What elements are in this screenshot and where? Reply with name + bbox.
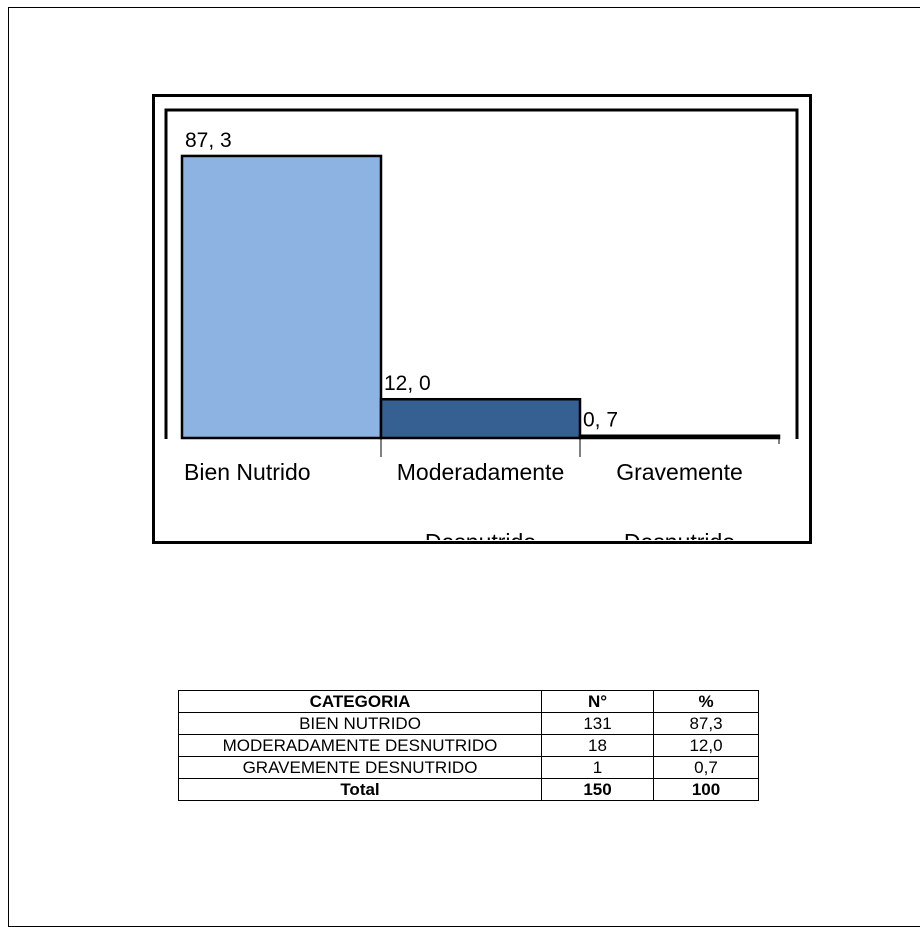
table-row: BIEN NUTRIDO 131 87,3 [178,712,759,735]
table-header-categoria: CATEGORIA [178,690,542,713]
table-cell-categoria: GRAVEMENTE DESNUTRIDO [178,756,542,779]
plot-area-border [164,108,799,439]
table-cell-percent: 0,7 [653,756,759,779]
data-label-3: 0, 7 [583,409,618,432]
table-cell-categoria: BIEN NUTRIDO [178,712,542,735]
category-label-2-line-1: Moderadamente [397,459,565,485]
table-cell-n: 1 [541,756,654,779]
bar-3 [578,434,781,440]
bar-chart: 87, 3 Bien Nutrido 12, 0 Moderadamente Desnu… [152,94,812,544]
table-row: GRAVEMENTE DESNUTRIDO 1 0,7 [178,756,759,779]
table-row: MODERADAMENTE DESNUTRIDO 18 12,0 [178,734,759,757]
table-cell-percent: 87,3 [653,712,759,735]
table-header-row: CATEGORIA N° % [178,690,759,713]
data-label-1: 87, 3 [185,129,232,152]
table-cell-n: 18 [541,734,654,757]
table-header-n: N° [541,690,654,713]
category-label-1: Bien Nutrido [184,459,311,485]
data-label-2: 12, 0 [384,372,431,395]
data-table: CATEGORIA N° % BIEN NUTRIDO 131 87,3 MOD… [178,690,759,801]
table-total-percent: 100 [653,778,759,801]
table-total-n: 150 [541,778,654,801]
table-total-label: Total [178,778,542,801]
bar-2 [379,397,582,440]
table-cell-percent: 12,0 [653,734,759,757]
table-header-percent: % [653,690,759,713]
table-cell-categoria: MODERADAMENTE DESNUTRIDO [178,734,542,757]
table-total-row: Total 150 100 [178,778,759,801]
table-cell-n: 131 [541,712,654,735]
category-label-3-line-1: Gravemente [616,459,743,485]
bar-1 [180,154,383,440]
